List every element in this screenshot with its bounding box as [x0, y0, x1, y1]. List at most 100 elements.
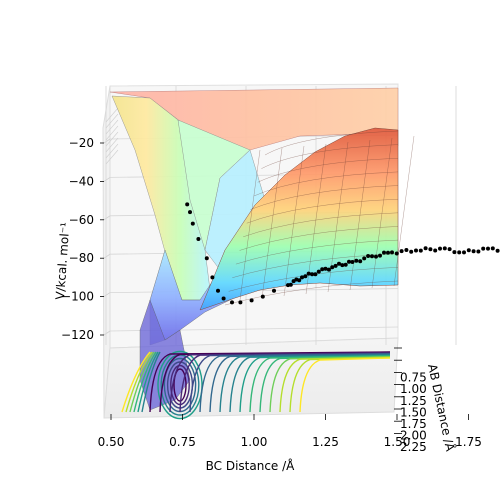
trajectory-point: [306, 271, 311, 276]
contour-wall: [129, 351, 155, 413]
contour-wall: [133, 351, 157, 413]
trajectory-point: [366, 254, 371, 258]
trajectory-point: [414, 248, 418, 253]
trajectory-point: [447, 247, 452, 252]
mesh-line: [371, 137, 393, 289]
trajectory-point: [300, 275, 304, 280]
contour-channel: [189, 352, 391, 413]
contour-channel: [149, 351, 391, 413]
trajectory-point: [390, 250, 394, 255]
contour-channel: [209, 353, 391, 413]
x-tick-label: 1.25: [312, 435, 339, 449]
mesh-line: [283, 145, 305, 297]
contour-channel: [219, 354, 391, 413]
z-tick-label: −100: [61, 290, 94, 304]
y-tick-label: 2.00: [400, 429, 427, 443]
x-axis-label: BC Distance /Å: [206, 458, 296, 473]
mesh-line: [243, 212, 399, 237]
trajectory-point: [313, 272, 318, 277]
mesh-line: [349, 139, 371, 291]
trajectory-point: [394, 251, 399, 256]
grid-line-y: [105, 143, 119, 159]
floor-contours: [121, 350, 391, 420]
trajectory-point: [457, 250, 462, 255]
mesh-line: [393, 135, 415, 287]
trajectory-point: [476, 249, 481, 254]
grid-line-z: [103, 215, 111, 221]
y-axis-label: AB Distance /Å: [425, 363, 458, 454]
contour-channel: [229, 354, 391, 413]
grid-line-z: [103, 292, 111, 297]
trajectory-point: [452, 250, 457, 255]
trajectory-series: [185, 202, 500, 305]
trajectory-point: [190, 221, 195, 226]
contour-wall: [137, 351, 159, 413]
x-tick-label: 1.75: [455, 435, 482, 449]
trajectory-point: [350, 260, 355, 264]
mesh-line: [239, 149, 261, 301]
mesh-line: [250, 185, 399, 210]
z-axis-label: V/kcal. mol⁻¹: [53, 222, 72, 301]
trajectory-point: [462, 250, 466, 255]
surface-mesh-lines: [224, 130, 415, 306]
trajectory-point: [404, 248, 409, 252]
contour-channel: [199, 353, 391, 413]
z-axis-ticks: −20 −40 −60 −80 −100 −120: [61, 136, 104, 342]
contour-wall: [125, 351, 153, 413]
trajectory-point: [466, 248, 471, 253]
contour-channel: [169, 352, 391, 413]
trajectory-point: [428, 247, 433, 252]
grid-line-y: [105, 137, 119, 153]
z-tick-label: −40: [69, 174, 94, 188]
trajectory-point: [362, 256, 367, 261]
mesh-line: [246, 199, 399, 224]
y-tick-label: 0.75: [400, 371, 427, 385]
surface-ridge: [199, 127, 399, 311]
z-tick-label: −80: [69, 251, 94, 265]
trajectory-point: [272, 288, 276, 293]
contour-channel: [179, 352, 391, 413]
grid-line-y: [105, 125, 119, 141]
trajectory-point: [471, 249, 476, 254]
trajectory-point: [230, 300, 234, 305]
z-tick-label: −20: [69, 136, 94, 150]
mesh-line: [264, 130, 399, 156]
trajectory-point: [409, 249, 414, 254]
y-axis-ticks: 0.751.001.251.501.752.002.25: [394, 347, 427, 454]
trajectory-point: [204, 256, 209, 261]
trajectory-point: [354, 258, 359, 263]
grid-line-z: [103, 330, 111, 336]
mesh-line: [257, 158, 399, 183]
grid-line-y: [105, 149, 119, 165]
mesh-line: [224, 280, 399, 306]
contour-well: [157, 350, 203, 420]
trajectory-point: [249, 298, 254, 303]
mesh-line: [261, 144, 399, 169]
trajectory-point: [316, 269, 321, 274]
y-tick-label: 1.25: [400, 394, 427, 408]
trajectory-point: [196, 237, 201, 241]
trajectory-point: [343, 262, 348, 267]
contour-channel: [279, 356, 391, 413]
x-tick-label: 1.00: [241, 435, 268, 449]
contour-channel: [289, 356, 391, 413]
trajectory-point: [216, 288, 220, 293]
trajectory-point: [358, 259, 363, 264]
trajectory-point: [382, 250, 386, 255]
x-tick-label: 0.75: [169, 435, 196, 449]
trajectory-point: [490, 246, 495, 251]
y-tick-label: 1.50: [400, 405, 427, 419]
trajectory-point: [260, 294, 265, 299]
trajectory-point: [333, 263, 338, 268]
grid-line-y: [105, 113, 119, 129]
trajectory-point: [423, 246, 428, 251]
mesh-line: [239, 226, 399, 251]
trajectory-point: [486, 246, 490, 251]
y-tick-label: 1.75: [400, 417, 427, 431]
trajectory-point: [442, 246, 447, 251]
mesh-line: [254, 171, 399, 197]
contour-channel: [159, 351, 391, 413]
trajectory-point: [221, 296, 226, 301]
trajectory-point: [374, 254, 378, 259]
contour-wall: [121, 351, 151, 413]
